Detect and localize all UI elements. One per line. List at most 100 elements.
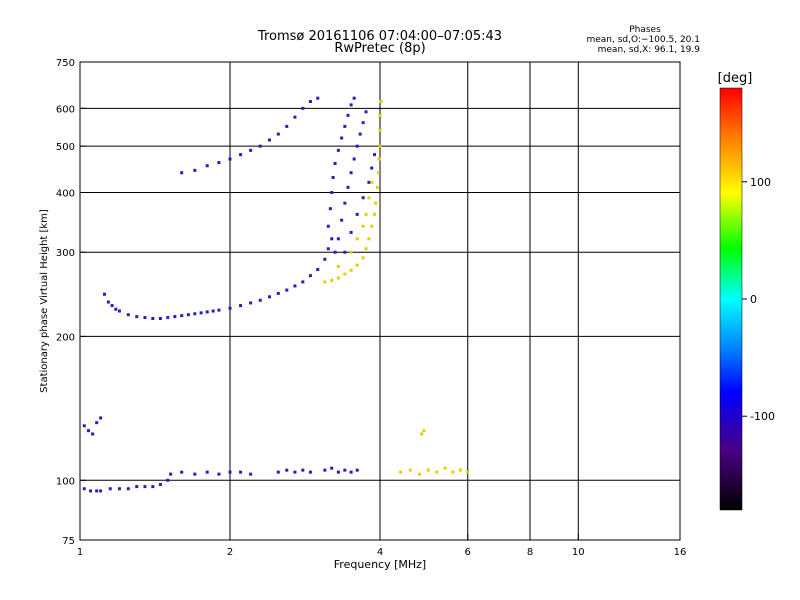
data-point [466,470,470,474]
x-tick-label: 16 [674,547,687,558]
data-point [349,470,353,474]
data-point [417,472,421,476]
y-tick-label: 500 [56,142,75,153]
x-tick-label: 2 [227,547,233,558]
data-point [126,313,130,317]
data-point [293,470,297,474]
legend-x-stats: mean, sd,X: 96.1, 19.9 [598,45,701,55]
data-point [267,138,271,142]
data-point [151,485,155,489]
data-point [285,288,289,292]
data-point [343,468,347,472]
data-point [99,489,103,493]
data-points [82,96,470,493]
chart-subtitle: RwPretec (8p) [334,41,425,56]
data-point [343,250,347,254]
data-point [308,470,312,474]
data-point [408,468,412,472]
data-point [239,470,243,474]
data-point [301,468,305,472]
colorbar-ticks: 100 0 -100 [742,176,775,423]
data-point [373,212,377,216]
data-point [358,132,362,136]
data-point [377,157,381,161]
data-point [316,268,320,272]
data-point [364,110,368,114]
data-point [399,470,403,474]
data-point [346,185,350,189]
data-point [193,168,197,172]
data-point [340,218,344,222]
data-point [151,316,155,320]
data-point [343,124,347,128]
data-point [217,308,221,312]
data-point [143,316,147,320]
data-point [367,180,371,184]
data-point [186,313,190,317]
data-point [117,487,121,491]
data-point [180,171,184,175]
data-point [228,470,232,474]
colorbar-tick-label: 100 [750,176,771,189]
data-point [285,468,289,472]
x-tick-label: 8 [527,547,533,558]
data-point [285,124,289,128]
data-point [373,153,377,157]
axis-ticks: 1 2 4 6 8 10 16 75 100 200 300 400 500 600 750 [56,58,686,558]
data-point [370,224,374,228]
data-point [355,237,359,241]
data-point [308,274,312,278]
data-point [370,180,374,184]
data-point [420,432,424,436]
legend-o-stats: mean, sd,O:−100.5, 20.1 [586,35,700,45]
data-point [343,272,347,276]
data-point [249,472,253,476]
data-point [364,212,368,216]
data-point [361,256,365,260]
data-point [330,237,334,241]
data-point [276,132,280,136]
data-point [352,96,356,100]
data-point [180,314,184,318]
y-tick-label: 75 [62,536,75,547]
data-point [333,161,337,165]
data-point [217,472,221,476]
data-point [355,468,359,472]
data-point [114,307,118,311]
data-point [301,106,305,110]
data-point [330,278,334,282]
data-point [352,157,356,161]
data-point [276,291,280,295]
data-point [117,309,121,313]
data-point [375,185,379,189]
data-point [293,284,297,288]
data-point [336,148,340,152]
data-point [443,466,447,470]
data-point [326,224,330,228]
data-point [193,472,197,476]
data-point [239,304,243,308]
y-tick-label: 400 [56,188,75,199]
data-point [355,263,359,267]
y-tick-label: 300 [56,248,75,259]
data-point [316,96,320,100]
data-point [267,295,271,299]
data-point [330,190,334,194]
data-point [328,207,332,211]
data-point [336,265,340,269]
data-point [217,161,221,165]
data-point [293,115,297,119]
colorbar [720,88,742,510]
data-point [367,196,371,200]
data-point [82,424,86,428]
data-point [422,429,426,433]
x-tick-label: 1 [77,547,83,558]
data-point [340,136,344,140]
data-point [103,292,107,296]
data-point [379,100,383,104]
data-point [374,201,378,205]
data-point [451,470,455,474]
chart-title: Tromsø 20161106 07:04:00–07:05:43 [257,29,502,44]
